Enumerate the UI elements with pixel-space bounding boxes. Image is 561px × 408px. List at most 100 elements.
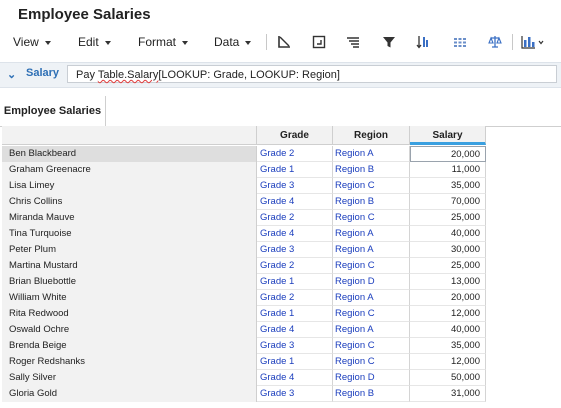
salary-cell[interactable]: 13,000 xyxy=(410,274,486,290)
table-row[interactable]: Sally Silver Grade 4 Region D 50,000 xyxy=(2,370,487,386)
filter-icon[interactable] xyxy=(380,33,398,51)
grade-cell[interactable]: Grade 1 xyxy=(257,274,333,290)
grade-cell[interactable]: Grade 2 xyxy=(257,146,333,162)
table-row[interactable]: Graham Greenacre Grade 1 Region B 11,000 xyxy=(2,162,487,178)
grade-cell[interactable]: Grade 2 xyxy=(257,210,333,226)
table-row[interactable]: Roger Redshanks Grade 1 Region C 12,000 xyxy=(2,354,487,370)
axis-icon[interactable] xyxy=(275,33,293,51)
region-cell[interactable]: Region D xyxy=(333,274,410,290)
employee-name-cell[interactable]: Oswald Ochre xyxy=(2,322,257,338)
grade-cell[interactable]: Grade 4 xyxy=(257,322,333,338)
table-row[interactable]: Martina Mustard Grade 2 Region C 25,000 xyxy=(2,258,487,274)
grade-cell[interactable]: Grade 4 xyxy=(257,226,333,242)
employee-name-cell[interactable]: Roger Redshanks xyxy=(2,354,257,370)
salary-cell[interactable]: 35,000 xyxy=(410,178,486,194)
column-header-region[interactable]: Region xyxy=(333,126,410,145)
region-cell[interactable]: Region A xyxy=(333,146,410,162)
formula-input[interactable]: Pay Table.Salary[LOOKUP: Grade, LOOKUP: … xyxy=(67,65,557,83)
employee-name-cell[interactable]: Martina Mustard xyxy=(2,258,257,274)
grid-icon[interactable] xyxy=(451,33,469,51)
employee-name-cell[interactable]: Sally Silver xyxy=(2,370,257,386)
frame-icon[interactable] xyxy=(310,33,328,51)
region-cell[interactable]: Region C xyxy=(333,306,410,322)
salary-cell[interactable]: 20,000 xyxy=(410,146,486,162)
toolbar-separator xyxy=(266,34,267,50)
table-row[interactable]: Ben Blackbeard Grade 2 Region A 20,000 xyxy=(2,146,487,162)
menu-format[interactable]: Format xyxy=(138,35,189,49)
table-row[interactable]: Peter Plum Grade 3 Region A 30,000 xyxy=(2,242,487,258)
employee-name-cell[interactable]: Graham Greenacre xyxy=(2,162,257,178)
grade-cell[interactable]: Grade 4 xyxy=(257,194,333,210)
employee-name-cell[interactable]: Ben Blackbeard xyxy=(2,146,257,162)
employee-name-cell[interactable]: William White xyxy=(2,290,257,306)
region-cell[interactable]: Region B xyxy=(333,386,410,402)
region-cell[interactable]: Region D xyxy=(333,370,410,386)
grade-cell[interactable]: Grade 3 xyxy=(257,386,333,402)
salary-cell[interactable]: 12,000 xyxy=(410,306,486,322)
employee-name-cell[interactable]: Tina Turquoise xyxy=(2,226,257,242)
salary-cell[interactable]: 40,000 xyxy=(410,322,486,338)
region-cell[interactable]: Region A xyxy=(333,322,410,338)
region-cell[interactable]: Region A xyxy=(333,290,410,306)
table-row[interactable]: Brenda Beige Grade 3 Region C 35,000 xyxy=(2,338,487,354)
grade-cell[interactable]: Grade 1 xyxy=(257,162,333,178)
region-cell[interactable]: Region C xyxy=(333,210,410,226)
grade-cell[interactable]: Grade 3 xyxy=(257,338,333,354)
grade-cell[interactable]: Grade 2 xyxy=(257,290,333,306)
table-row[interactable]: Rita Redwood Grade 1 Region C 12,000 xyxy=(2,306,487,322)
table-row[interactable]: Brian Bluebottle Grade 1 Region D 13,000 xyxy=(2,274,487,290)
employee-name-cell[interactable]: Miranda Mauve xyxy=(2,210,257,226)
grade-cell[interactable]: Grade 3 xyxy=(257,242,333,258)
employee-name-cell[interactable]: Lisa Limey xyxy=(2,178,257,194)
region-cell[interactable]: Region B xyxy=(333,162,410,178)
region-cell[interactable]: Region C xyxy=(333,258,410,274)
salary-cell[interactable]: 70,000 xyxy=(410,194,486,210)
tab-employee-salaries[interactable]: Employee Salaries xyxy=(0,96,106,126)
grade-cell[interactable]: Grade 4 xyxy=(257,370,333,386)
menu-edit[interactable]: Edit xyxy=(78,35,111,49)
grade-cell[interactable]: Grade 1 xyxy=(257,354,333,370)
table-row[interactable]: Gloria Gold Grade 3 Region B 31,000 xyxy=(2,386,487,402)
align-icon[interactable] xyxy=(344,33,362,51)
balance-icon[interactable] xyxy=(486,33,504,51)
menu-data[interactable]: Data xyxy=(214,35,252,49)
column-header-grade[interactable]: Grade xyxy=(257,126,333,145)
salary-cell[interactable]: 31,000 xyxy=(410,386,486,402)
salary-cell[interactable]: 25,000 xyxy=(410,210,486,226)
salary-cell[interactable]: 50,000 xyxy=(410,370,486,386)
grade-cell[interactable]: Grade 2 xyxy=(257,258,333,274)
region-cell[interactable]: Region A xyxy=(333,242,410,258)
employee-name-cell[interactable]: Peter Plum xyxy=(2,242,257,258)
region-cell[interactable]: Region A xyxy=(333,226,410,242)
menu-view[interactable]: View xyxy=(13,35,51,49)
employee-name-cell[interactable]: Chris Collins xyxy=(2,194,257,210)
salary-cell[interactable]: 12,000 xyxy=(410,354,486,370)
formula-suffix: [LOOKUP: Grade, LOOKUP: Region] xyxy=(158,69,340,81)
sort-icon[interactable] xyxy=(414,33,432,51)
double-chevron-down-icon[interactable]: ⌄ xyxy=(7,69,17,81)
salary-cell[interactable]: 35,000 xyxy=(410,338,486,354)
region-cell[interactable]: Region C xyxy=(333,338,410,354)
employee-name-cell[interactable]: Brian Bluebottle xyxy=(2,274,257,290)
region-cell[interactable]: Region C xyxy=(333,354,410,370)
salary-cell[interactable]: 30,000 xyxy=(410,242,486,258)
table-row[interactable]: Chris Collins Grade 4 Region B 70,000 xyxy=(2,194,487,210)
table-row[interactable]: Tina Turquoise Grade 4 Region A 40,000 xyxy=(2,226,487,242)
grade-cell[interactable]: Grade 3 xyxy=(257,178,333,194)
table-row[interactable]: Oswald Ochre Grade 4 Region A 40,000 xyxy=(2,322,487,338)
column-header-salary[interactable]: Salary xyxy=(410,126,486,145)
employee-name-cell[interactable]: Rita Redwood xyxy=(2,306,257,322)
salary-cell[interactable]: 40,000 xyxy=(410,226,486,242)
employee-name-cell[interactable]: Brenda Beige xyxy=(2,338,257,354)
chart-icon[interactable] xyxy=(520,33,546,51)
employee-name-cell[interactable]: Gloria Gold xyxy=(2,386,257,402)
region-cell[interactable]: Region C xyxy=(333,178,410,194)
salary-cell[interactable]: 20,000 xyxy=(410,290,486,306)
salary-cell[interactable]: 25,000 xyxy=(410,258,486,274)
region-cell[interactable]: Region B xyxy=(333,194,410,210)
salary-cell[interactable]: 11,000 xyxy=(410,162,486,178)
table-row[interactable]: William White Grade 2 Region A 20,000 xyxy=(2,290,487,306)
table-row[interactable]: Lisa Limey Grade 3 Region C 35,000 xyxy=(2,178,487,194)
table-row[interactable]: Miranda Mauve Grade 2 Region C 25,000 xyxy=(2,210,487,226)
grade-cell[interactable]: Grade 1 xyxy=(257,306,333,322)
